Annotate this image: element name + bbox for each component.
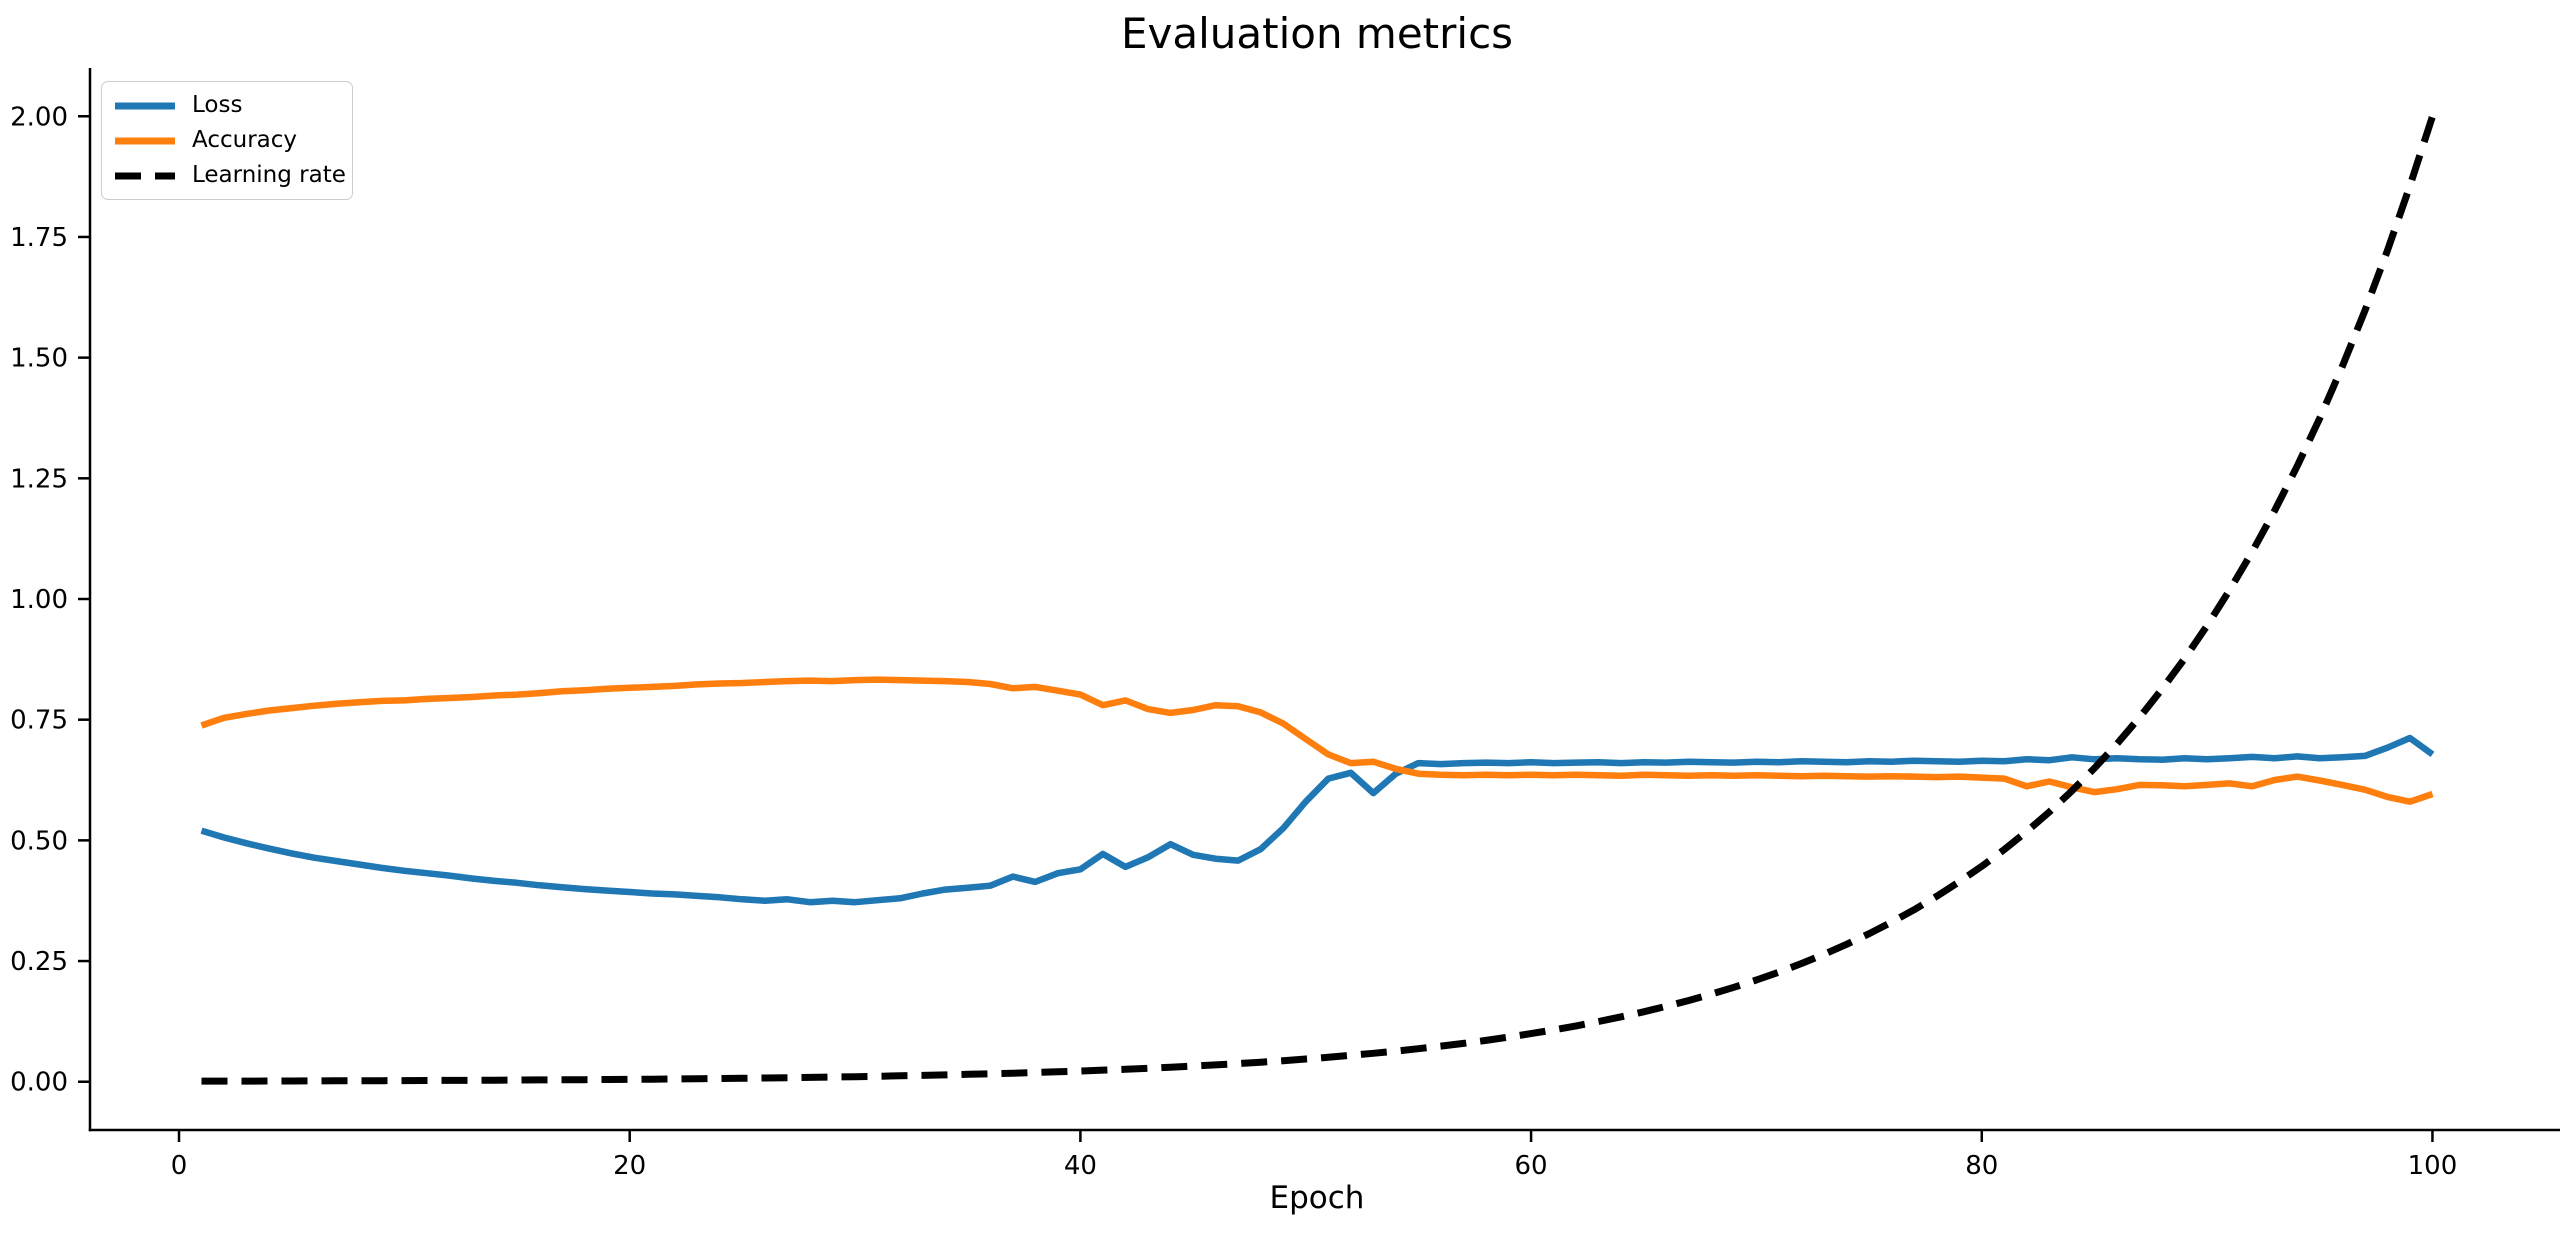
x-tick-label: 40 xyxy=(1064,1151,1097,1181)
y-tick-label: 0.25 xyxy=(10,947,68,977)
accuracy-line xyxy=(200,676,2434,805)
legend-label-loss: Loss xyxy=(192,92,243,118)
chart-title: Evaluation metrics xyxy=(1121,9,1513,58)
x-axis-label: Epoch xyxy=(1270,1180,1365,1216)
y-tick-label: 0.50 xyxy=(10,826,68,856)
learning-rate-line-swatch xyxy=(115,172,175,179)
y-tick-label: 1.25 xyxy=(10,464,68,494)
series-lines xyxy=(200,115,2436,1085)
legend-item-learning-rate: Learning rate xyxy=(114,162,346,189)
legend-item-accuracy: Accuracy xyxy=(114,127,338,154)
x-tick-label: 80 xyxy=(1965,1151,1998,1181)
accuracy-line-swatch xyxy=(115,137,175,144)
legend-label-accuracy: Accuracy xyxy=(192,127,298,153)
loss-line-swatch xyxy=(115,102,175,109)
x-tick-label: 60 xyxy=(1515,1151,1548,1181)
y-tick-label: 1.75 xyxy=(10,223,68,253)
legend: Loss Accuracy Learning rate xyxy=(101,81,353,200)
y-tick-label: 0.00 xyxy=(10,1068,68,1098)
x-axis-ticks: 0 20 40 60 80 100 xyxy=(171,1130,2458,1181)
y-axis-ticks: 0.00 0.25 0.50 0.75 1.00 1.25 1.50 1.75 2.00 xyxy=(10,102,90,1098)
plot-area: 0.00 0.25 0.50 0.75 1.00 1.25 1.50 1.75 2.00 0 20… xyxy=(10,68,2560,1181)
y-tick-label: 2.00 xyxy=(10,102,68,132)
legend-item-loss: Loss xyxy=(114,92,338,119)
learning-rate-line xyxy=(201,115,2436,1085)
y-tick-label: 1.00 xyxy=(10,585,68,615)
x-tick-label: 100 xyxy=(2408,1151,2458,1181)
legend-label-learning-rate: Learning rate xyxy=(192,162,346,188)
loss-line xyxy=(200,734,2435,906)
x-tick-label: 20 xyxy=(613,1151,646,1181)
y-tick-label: 0.75 xyxy=(10,706,68,736)
y-tick-label: 1.50 xyxy=(10,344,68,374)
x-tick-label: 0 xyxy=(171,1151,188,1181)
